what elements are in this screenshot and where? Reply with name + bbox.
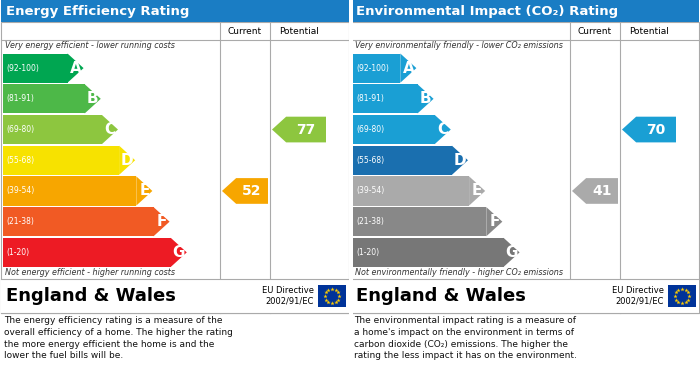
Bar [353, 145, 452, 175]
Bar [351, 0, 699, 22]
Bar [353, 84, 417, 113]
Text: (69-80): (69-80) [6, 125, 34, 134]
Text: Potential: Potential [279, 27, 319, 36]
Bar [3, 145, 119, 175]
Text: England & Wales: England & Wales [6, 287, 176, 305]
Text: (21-38): (21-38) [356, 217, 384, 226]
Text: E: E [139, 183, 150, 199]
Text: (1-20): (1-20) [356, 248, 379, 257]
Text: 77: 77 [296, 122, 316, 136]
Text: EU Directive
2002/91/EC: EU Directive 2002/91/EC [612, 286, 664, 306]
Polygon shape [417, 84, 433, 113]
Polygon shape [67, 54, 83, 83]
Text: Very energy efficient - lower running costs: Very energy efficient - lower running co… [5, 41, 175, 50]
Text: (69-80): (69-80) [356, 125, 384, 134]
Bar [3, 207, 153, 236]
Text: Energy Efficiency Rating: Energy Efficiency Rating [6, 5, 190, 18]
Text: B: B [420, 91, 431, 106]
Text: 70: 70 [646, 122, 666, 136]
Polygon shape [153, 207, 169, 236]
Text: (39-54): (39-54) [356, 187, 384, 196]
Polygon shape [222, 178, 268, 204]
Text: (92-100): (92-100) [6, 64, 39, 73]
Text: Current: Current [228, 27, 262, 36]
Polygon shape [572, 178, 618, 204]
Polygon shape [503, 238, 519, 267]
Text: A: A [402, 61, 414, 75]
Bar [353, 238, 503, 267]
Polygon shape [622, 117, 676, 142]
Bar [353, 176, 469, 206]
Bar [353, 54, 400, 83]
Text: 52: 52 [242, 184, 262, 198]
Text: 41: 41 [592, 184, 612, 198]
Bar [3, 176, 136, 206]
Text: D: D [454, 153, 466, 168]
Text: Not environmentally friendly - higher CO₂ emissions: Not environmentally friendly - higher CO… [355, 268, 563, 277]
Text: B: B [87, 91, 99, 106]
Text: (1-20): (1-20) [6, 248, 29, 257]
Polygon shape [119, 145, 135, 175]
Text: Potential: Potential [629, 27, 669, 36]
Text: G: G [172, 245, 185, 260]
Polygon shape [435, 115, 451, 144]
Text: Current: Current [578, 27, 612, 36]
Bar [318, 285, 346, 307]
Polygon shape [272, 117, 326, 142]
Bar [3, 84, 85, 113]
Polygon shape [400, 54, 416, 83]
Bar [668, 285, 696, 307]
Text: C: C [438, 122, 448, 137]
Bar [1, 0, 349, 22]
Polygon shape [136, 176, 153, 206]
Text: (81-91): (81-91) [356, 94, 384, 103]
Text: (81-91): (81-91) [6, 94, 34, 103]
Bar [3, 238, 171, 267]
Polygon shape [85, 84, 101, 113]
Text: England & Wales: England & Wales [356, 287, 526, 305]
Text: (39-54): (39-54) [6, 187, 34, 196]
Text: A: A [70, 61, 81, 75]
Text: C: C [104, 122, 116, 137]
Bar [351, 22, 699, 313]
Text: E: E [472, 183, 482, 199]
Polygon shape [102, 115, 118, 144]
Text: D: D [121, 153, 134, 168]
Bar [3, 115, 102, 144]
Text: (92-100): (92-100) [356, 64, 389, 73]
Bar [351, 279, 699, 313]
Bar [1, 22, 349, 313]
Bar [349, 0, 353, 391]
Text: The energy efficiency rating is a measure of the
overall efficiency of a home. T: The energy efficiency rating is a measur… [4, 316, 233, 361]
Text: EU Directive
2002/91/EC: EU Directive 2002/91/EC [262, 286, 314, 306]
Text: Very environmentally friendly - lower CO₂ emissions: Very environmentally friendly - lower CO… [355, 41, 563, 50]
Bar [353, 207, 486, 236]
Polygon shape [469, 176, 485, 206]
Bar [3, 54, 67, 83]
Text: The environmental impact rating is a measure of
a home's impact on the environme: The environmental impact rating is a mea… [354, 316, 577, 361]
Text: F: F [489, 214, 500, 229]
Text: G: G [505, 245, 518, 260]
Text: (55-68): (55-68) [356, 156, 384, 165]
Polygon shape [486, 207, 503, 236]
Text: (55-68): (55-68) [6, 156, 34, 165]
Text: F: F [156, 214, 167, 229]
Text: Environmental Impact (CO₂) Rating: Environmental Impact (CO₂) Rating [356, 5, 618, 18]
Polygon shape [171, 238, 187, 267]
Bar [353, 115, 435, 144]
Text: Not energy efficient - higher running costs: Not energy efficient - higher running co… [5, 268, 175, 277]
Bar [1, 279, 349, 313]
Text: (21-38): (21-38) [6, 217, 34, 226]
Polygon shape [452, 145, 468, 175]
